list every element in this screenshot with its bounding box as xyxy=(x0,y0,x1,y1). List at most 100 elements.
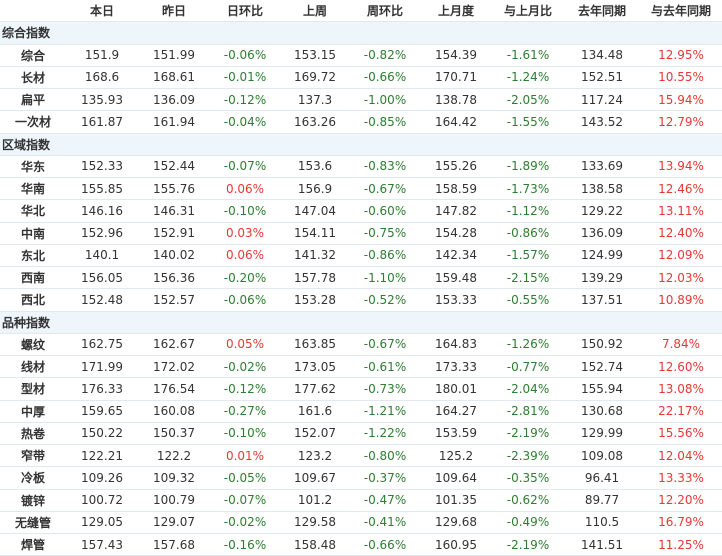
table-cell: 159.48 xyxy=(420,266,492,290)
table-cell: -0.37% xyxy=(350,466,420,490)
row-label: 扁平 xyxy=(0,88,66,112)
table-cell: 173.33 xyxy=(420,355,492,379)
table-cell: 7.84% xyxy=(640,333,722,357)
table-cell: 180.01 xyxy=(420,377,492,401)
table-cell: 129.99 xyxy=(564,422,640,446)
table-cell: -0.83% xyxy=(350,155,420,179)
table-cell: 129.05 xyxy=(66,511,138,535)
table-header: 本日 昨日 日环比 上周 周环比 上月度 与上月比 去年同期 与去年同期 xyxy=(0,0,722,23)
table-cell: -0.04% xyxy=(210,110,280,134)
table-cell: 122.21 xyxy=(66,444,138,468)
table-cell: 12.09% xyxy=(640,244,722,268)
table-cell: -1.26% xyxy=(492,333,564,357)
table-cell: -1.89% xyxy=(492,155,564,179)
table-cell: 0.01% xyxy=(210,444,280,468)
table-cell: 177.62 xyxy=(280,377,350,401)
row-label: 型材 xyxy=(0,377,66,401)
table-cell: 15.94% xyxy=(640,88,722,112)
table-cell: 164.27 xyxy=(420,400,492,423)
row-label: 西南 xyxy=(0,266,66,290)
column-header: 去年同期 xyxy=(564,0,640,23)
table-cell: -2.19% xyxy=(492,422,564,446)
table-cell: -0.47% xyxy=(350,489,420,512)
table-cell: -0.67% xyxy=(350,177,420,201)
table-cell: 157.43 xyxy=(66,533,138,556)
table-cell: 100.79 xyxy=(138,489,210,512)
row-label: 中南 xyxy=(0,222,66,245)
table-cell: -0.20% xyxy=(210,266,280,290)
table-cell: 154.11 xyxy=(280,222,350,245)
table-cell: 170.71 xyxy=(420,66,492,90)
table-cell: 12.46% xyxy=(640,177,722,201)
row-label: 长材 xyxy=(0,66,66,90)
table-cell: -0.07% xyxy=(210,155,280,179)
table-cell: -2.04% xyxy=(492,377,564,401)
table-cell: 154.28 xyxy=(420,222,492,245)
table-cell: 137.3 xyxy=(280,88,350,112)
table-row: 一次材 161.87 161.94 -0.04% 163.26 -0.85% 164.42-… xyxy=(0,110,722,134)
table-cell: 164.83 xyxy=(420,333,492,357)
table-cell: 157.68 xyxy=(138,533,210,556)
row-label: 螺纹 xyxy=(0,333,66,357)
table-cell: 134.48 xyxy=(564,44,640,67)
table-cell: 12.40% xyxy=(640,222,722,245)
table-row: 综合 151.9 151.99 -0.06% 153.15 -0.82% 154.39 -1.… xyxy=(0,44,722,67)
table-cell: 155.26 xyxy=(420,155,492,179)
table-cell: -2.19% xyxy=(492,533,564,556)
table-cell: -0.05% xyxy=(210,466,280,490)
table-cell: 100.72 xyxy=(66,489,138,512)
table-cell: 109.64 xyxy=(420,466,492,490)
table-cell: 89.77 xyxy=(564,489,640,512)
table-cell: 153.33 xyxy=(420,288,492,312)
row-label: 中厚 xyxy=(0,400,66,423)
table-cell: 16.79% xyxy=(640,511,722,535)
table-cell: -0.61% xyxy=(350,355,420,379)
table-cell: -0.16% xyxy=(210,533,280,556)
table-cell: 153.15 xyxy=(280,44,350,67)
table-cell: 155.85 xyxy=(66,177,138,201)
table-cell: 143.52 xyxy=(564,110,640,134)
column-header: 日环比 xyxy=(210,0,280,23)
table-cell: 156.36 xyxy=(138,266,210,290)
table-cell: 136.09 xyxy=(564,222,640,245)
table-cell: 158.48 xyxy=(280,533,350,556)
row-label: 综合 xyxy=(0,44,66,67)
table-cell: 154.39 xyxy=(420,44,492,67)
table-cell: 133.69 xyxy=(564,155,640,179)
row-label: 线材 xyxy=(0,355,66,379)
table-cell: -1.22% xyxy=(350,422,420,446)
table-cell: 153.59 xyxy=(420,422,492,446)
table-row: 窄带 122.21 122.2 0.01% 123.2 -0.80% 125.2 -2.39%… xyxy=(0,444,722,468)
table-cell: 160.95 xyxy=(420,533,492,556)
column-header: 上月度 xyxy=(420,0,492,23)
table-row: 中南 152.96 152.91 0.03% 154.11 -0.75% 154.28 -0.… xyxy=(0,222,722,245)
row-label: 华南 xyxy=(0,177,66,201)
table-cell: 109.67 xyxy=(280,466,350,490)
table-cell: 161.94 xyxy=(138,110,210,134)
table-cell: -0.67% xyxy=(350,333,420,357)
table-cell: -0.01% xyxy=(210,66,280,90)
table-cell: 0.05% xyxy=(210,333,280,357)
table-cell: -2.39% xyxy=(492,444,564,468)
table-cell: 152.51 xyxy=(564,66,640,90)
table-cell: 152.07 xyxy=(280,422,350,446)
table-cell: -0.75% xyxy=(350,222,420,245)
table-cell: -0.49% xyxy=(492,511,564,535)
column-header: 上周 xyxy=(280,0,350,23)
table-cell: 12.79% xyxy=(640,110,722,134)
table-row: 华南 155.85 155.76 0.06% 156.9 -0.67% 158.59 -1.7… xyxy=(0,177,722,201)
table-cell: 138.58 xyxy=(564,177,640,201)
table-cell: 155.94 xyxy=(564,377,640,401)
table-cell: -1.12% xyxy=(492,199,564,223)
table-cell: -1.73% xyxy=(492,177,564,201)
table-cell: -0.66% xyxy=(350,533,420,556)
column-header xyxy=(0,0,66,23)
row-label: 焊管 xyxy=(0,533,66,556)
section-title: 综合指数 xyxy=(0,21,722,45)
table-cell: 101.35 xyxy=(420,489,492,512)
table-cell: 109.08 xyxy=(564,444,640,468)
section-row: 品种指数 xyxy=(0,311,722,334)
table-cell: 151.99 xyxy=(138,44,210,67)
table-cell: -0.80% xyxy=(350,444,420,468)
table-cell: 151.9 xyxy=(66,44,138,67)
